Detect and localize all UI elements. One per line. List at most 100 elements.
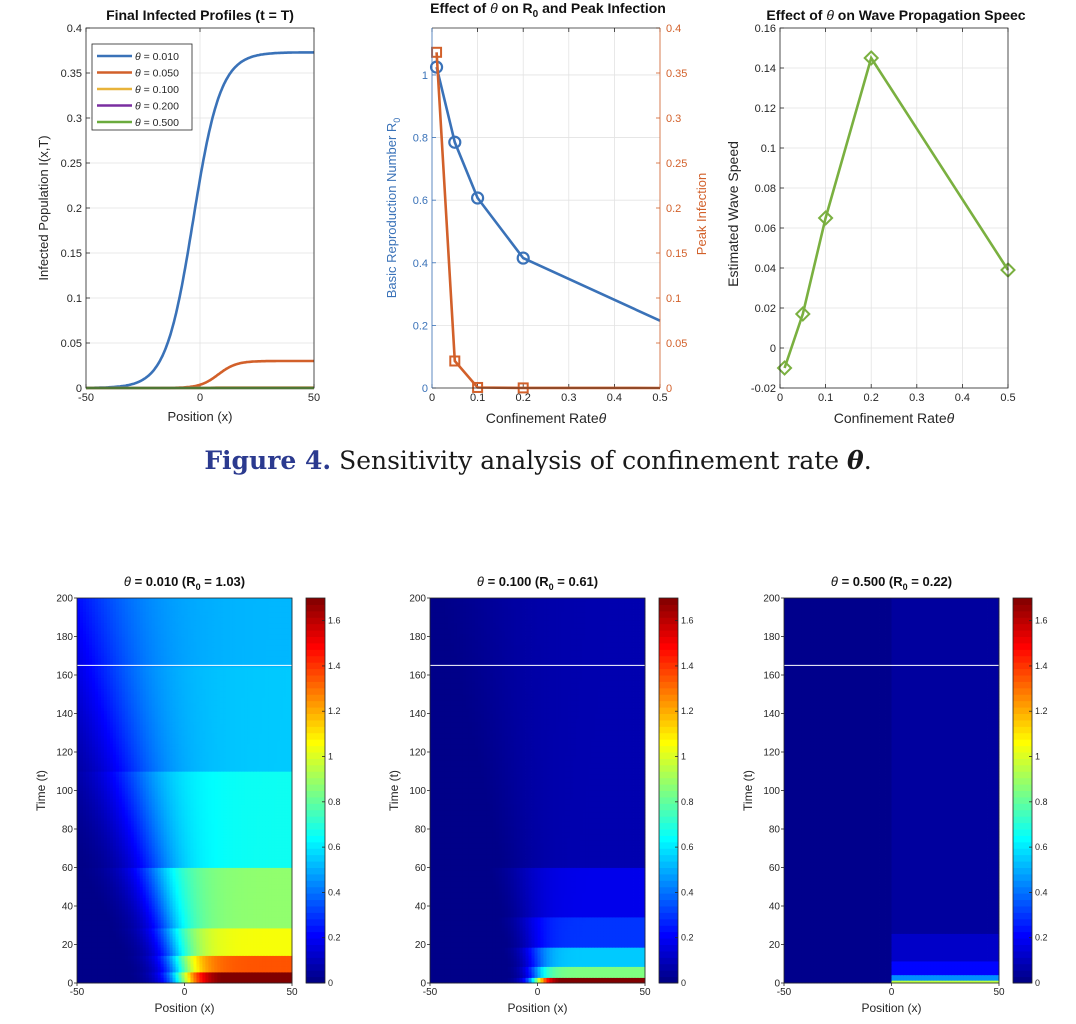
heatmap-cell bbox=[268, 969, 271, 972]
heatmap-cell bbox=[83, 890, 86, 893]
heatmap-cell bbox=[107, 870, 110, 873]
heatmap-cell bbox=[80, 840, 83, 843]
heatmap-cell bbox=[176, 854, 179, 857]
heatmap-cell bbox=[161, 898, 164, 901]
heatmap-cell bbox=[146, 925, 149, 928]
heatmap-cell bbox=[199, 873, 202, 876]
heatmap-cell bbox=[122, 925, 125, 928]
heatmap-cell bbox=[283, 912, 286, 915]
heatmap-cell bbox=[140, 917, 143, 920]
heatmap-cell bbox=[128, 870, 131, 873]
heatmap-cell bbox=[131, 857, 134, 860]
heatmap-cell bbox=[149, 956, 152, 959]
heatmap-cell bbox=[116, 881, 119, 884]
heatmap-cell bbox=[149, 923, 152, 926]
heatmap-cell bbox=[259, 835, 262, 838]
heatmap-cell bbox=[101, 826, 104, 829]
heatmap-cell bbox=[244, 917, 247, 920]
heatmap-cell bbox=[283, 901, 286, 904]
heatmap-cell bbox=[250, 807, 253, 810]
heatmap-cell bbox=[205, 870, 208, 873]
heatmap-cell bbox=[277, 950, 280, 953]
heatmap-cell bbox=[89, 942, 92, 945]
heatmap-cell bbox=[256, 865, 259, 868]
heatmap-cell bbox=[274, 868, 277, 871]
heatmap-cell bbox=[155, 873, 158, 876]
heatmap-cell bbox=[271, 975, 274, 978]
heatmap-cell bbox=[131, 854, 134, 857]
y-axis-label: Infected Population I(x,T) bbox=[36, 135, 51, 280]
heatmap-cell bbox=[116, 887, 119, 890]
heatmap-cell bbox=[196, 898, 199, 901]
heatmap-cell bbox=[235, 925, 238, 928]
heatmap-cell bbox=[182, 972, 185, 975]
heatmap-cell bbox=[202, 925, 205, 928]
heatmap-cell bbox=[202, 975, 205, 978]
heatmap-cell bbox=[265, 804, 268, 807]
heatmap-cell bbox=[152, 942, 155, 945]
heatmap-cell bbox=[205, 879, 208, 882]
heatmap-cell bbox=[232, 961, 235, 964]
heatmap-cell bbox=[283, 837, 286, 840]
heatmap-cell bbox=[101, 950, 104, 953]
heatmap-cell bbox=[265, 807, 268, 810]
heatmap-cell bbox=[268, 956, 271, 959]
heatmap-cell bbox=[122, 821, 125, 824]
heatmap-cell bbox=[265, 813, 268, 816]
heatmap-cell bbox=[196, 969, 199, 972]
heatmap-cell bbox=[196, 887, 199, 890]
heatmap-cell bbox=[161, 804, 164, 807]
heatmap-cell bbox=[217, 953, 220, 956]
heatmap-cell bbox=[286, 848, 289, 851]
heatmap-cell bbox=[182, 802, 185, 805]
heatmap-cell bbox=[265, 843, 268, 846]
heatmap-cell bbox=[119, 906, 122, 909]
heatmap-cell bbox=[167, 931, 170, 934]
heatmap-cell bbox=[146, 928, 149, 931]
heatmap-cell bbox=[104, 832, 107, 835]
heatmap-cell bbox=[149, 934, 152, 937]
heatmap-cell bbox=[241, 975, 244, 978]
heatmap-cell bbox=[214, 914, 217, 917]
heatmap-cell bbox=[280, 947, 283, 950]
heatmap-cell bbox=[256, 837, 259, 840]
heatmap-cell bbox=[229, 818, 232, 821]
heatmap-cell bbox=[283, 854, 286, 857]
heatmap-cell bbox=[152, 898, 155, 901]
heatmap-cell bbox=[116, 914, 119, 917]
heatmap-cell bbox=[229, 931, 232, 934]
heatmap-cell bbox=[119, 917, 122, 920]
heatmap-cell bbox=[199, 843, 202, 846]
heatmap-cell bbox=[98, 826, 101, 829]
heatmap-cell bbox=[182, 868, 185, 871]
heatmap-cell bbox=[107, 958, 110, 961]
heatmap-cell bbox=[232, 906, 235, 909]
heatmap-cell bbox=[286, 912, 289, 915]
heatmap-cell bbox=[77, 854, 80, 857]
heatmap-cell bbox=[122, 953, 125, 956]
heatmap-cell bbox=[86, 909, 89, 912]
heatmap-cell bbox=[259, 906, 262, 909]
heatmap-cell bbox=[134, 950, 137, 953]
heatmap-cell bbox=[116, 857, 119, 860]
heatmap-cell bbox=[259, 804, 262, 807]
heatmap-cell bbox=[241, 945, 244, 948]
heatmap-cell bbox=[250, 868, 253, 871]
heatmap-cell bbox=[110, 964, 113, 967]
heatmap-cell bbox=[208, 846, 211, 849]
heatmap-cell bbox=[185, 843, 188, 846]
heatmap-cell bbox=[205, 901, 208, 904]
heatmap-cell bbox=[220, 835, 223, 838]
heatmap-cell bbox=[182, 887, 185, 890]
heatmap-cell bbox=[116, 961, 119, 964]
heatmap-cell bbox=[193, 936, 196, 939]
heatmap-cell bbox=[229, 953, 232, 956]
heatmap-cell bbox=[152, 914, 155, 917]
heatmap-cell bbox=[149, 881, 152, 884]
heatmap-cell bbox=[116, 906, 119, 909]
heatmap-cell bbox=[128, 876, 131, 879]
heatmap-cell bbox=[265, 920, 268, 923]
heatmap-cell bbox=[262, 832, 265, 835]
heatmap-cell bbox=[119, 826, 122, 829]
heatmap-cell bbox=[104, 912, 107, 915]
